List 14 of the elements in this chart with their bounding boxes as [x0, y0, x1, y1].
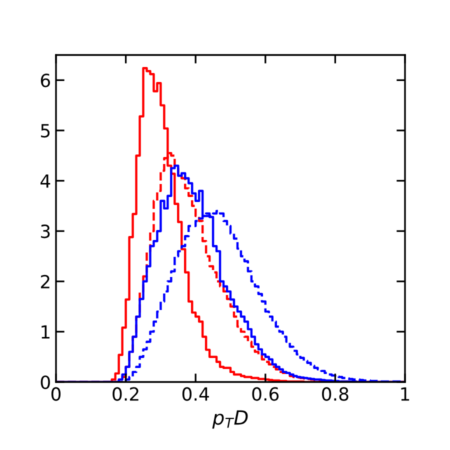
x-tick-label: 0.4 — [182, 387, 209, 401]
y-tick-label: 0 — [40, 375, 50, 390]
y-tick-label: 5 — [41, 124, 50, 138]
x-tick-label: 0 — [51, 387, 61, 401]
x-tick-label: 0.6 — [252, 387, 279, 401]
x-axis-title: p$_{T}$D — [212, 410, 248, 429]
y-tick-label: 6 — [40, 74, 50, 88]
y-tick-label: 2 — [40, 274, 50, 288]
y-tick-label: 1 — [42, 325, 50, 339]
x-tick-label: 0.8 — [322, 387, 348, 401]
x-tick-label: 0.2 — [112, 387, 138, 401]
y-tick-label: 3 — [41, 224, 50, 238]
y-tick-label: 4 — [40, 174, 50, 188]
x-tick-label: 1 — [401, 387, 410, 401]
